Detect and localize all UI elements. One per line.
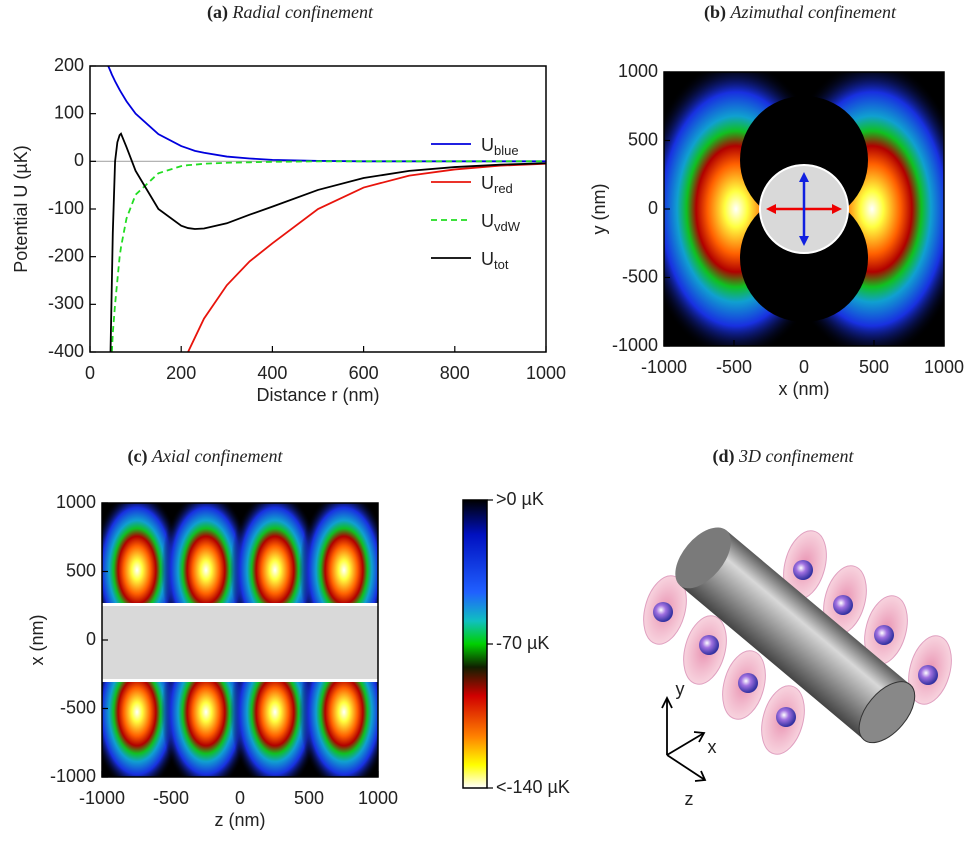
x-axis-label: z (nm) <box>215 810 266 830</box>
y-axis-label: Potential U (µK) <box>11 145 31 272</box>
x-tick-label: 500 <box>294 788 324 808</box>
x-tick-label: 200 <box>166 363 196 383</box>
panel-label: (a) <box>207 2 228 23</box>
legend-name: U <box>481 249 494 269</box>
x-tick-label: -1000 <box>79 788 125 808</box>
y-tick-label: 0 <box>648 198 658 218</box>
panel-title-text: 3D confinement <box>738 446 854 466</box>
heatmap-image <box>92 490 389 792</box>
panel-title: (b) Azimuthal confinement <box>704 2 897 23</box>
x-tick-label: -1000 <box>641 357 687 377</box>
y-tick-label: -500 <box>60 697 96 717</box>
panel-title-text: Radial confinement <box>232 2 374 22</box>
y-tick-label: 100 <box>54 102 84 122</box>
y-tick-label: 0 <box>86 629 96 649</box>
legend-name: U <box>481 211 494 231</box>
colorbar-label: <-140 µK <box>496 777 570 797</box>
x-tick-label: 500 <box>859 357 889 377</box>
panel-title-text: Axial confinement <box>151 446 283 466</box>
x-tick-label: 0 <box>85 363 95 383</box>
y-tick-label: 500 <box>628 129 658 149</box>
y-tick-label: 500 <box>66 560 96 580</box>
x-axis-label: x (nm) <box>779 379 830 399</box>
x-tick-label: -500 <box>153 788 189 808</box>
y-tick-label: -1000 <box>612 335 658 355</box>
panel-title: (a) Radial confinement <box>207 2 374 23</box>
panel-label: (d) <box>713 446 735 467</box>
legend-label: Ublue <box>481 135 519 159</box>
colorbar-label: -70 µK <box>496 633 549 653</box>
legend-subscript: tot <box>494 257 509 272</box>
x-tick-label: 1000 <box>924 357 964 377</box>
colorbar-label: >0 µK <box>496 489 544 509</box>
y-tick-label: -100 <box>48 198 84 218</box>
series-line <box>111 134 546 352</box>
figure: (a) Radial confinementUblueUredUvdWUtot0… <box>0 0 976 847</box>
legend-subscript: red <box>494 181 513 196</box>
y-tick-label: -200 <box>48 245 84 265</box>
x-tick-label: 1000 <box>526 363 566 383</box>
x-tick-label: 0 <box>235 788 245 808</box>
axis-letter: x <box>708 737 717 757</box>
x-tick-label: 1000 <box>358 788 398 808</box>
y-tick-label: -300 <box>48 293 84 313</box>
legend-label: Utot <box>481 249 509 273</box>
panel-label: (c) <box>128 446 148 467</box>
legend-name: U <box>481 135 494 155</box>
x-tick-label: 800 <box>440 363 470 383</box>
panel-title: (d) 3D confinement <box>713 446 855 467</box>
legend-name: U <box>481 173 494 193</box>
y-tick-label: 1000 <box>618 61 658 81</box>
heatmap-image <box>641 59 967 359</box>
y-tick-label: 0 <box>74 150 84 170</box>
y-tick-label: 200 <box>54 55 84 75</box>
y-axis-label: x (nm) <box>27 615 47 666</box>
x-tick-label: 600 <box>349 363 379 383</box>
y-tick-label: 1000 <box>56 492 96 512</box>
x-tick-label: -500 <box>716 357 752 377</box>
axis-letter: y <box>676 679 685 699</box>
legend-subscript: blue <box>494 143 519 158</box>
panel-title: (c) Axial confinement <box>128 446 284 467</box>
x-tick-label: 400 <box>257 363 287 383</box>
panel-label: (b) <box>704 2 726 23</box>
y-tick-label: -400 <box>48 341 84 361</box>
panel-title-text: Azimuthal confinement <box>730 2 897 22</box>
illustration <box>637 517 959 781</box>
y-tick-label: -500 <box>622 266 658 286</box>
y-axis-label: y (nm) <box>589 184 609 235</box>
plot-lines <box>108 66 546 352</box>
axis-letter: z <box>685 789 694 809</box>
y-tick-label: -1000 <box>50 766 96 786</box>
legend-label: UvdW <box>481 211 521 235</box>
colorbar <box>463 500 487 788</box>
x-axis-label: Distance r (nm) <box>256 385 379 405</box>
legend-label: Ured <box>481 173 513 197</box>
legend-subscript: vdW <box>494 219 521 234</box>
x-tick-label: 0 <box>799 357 809 377</box>
